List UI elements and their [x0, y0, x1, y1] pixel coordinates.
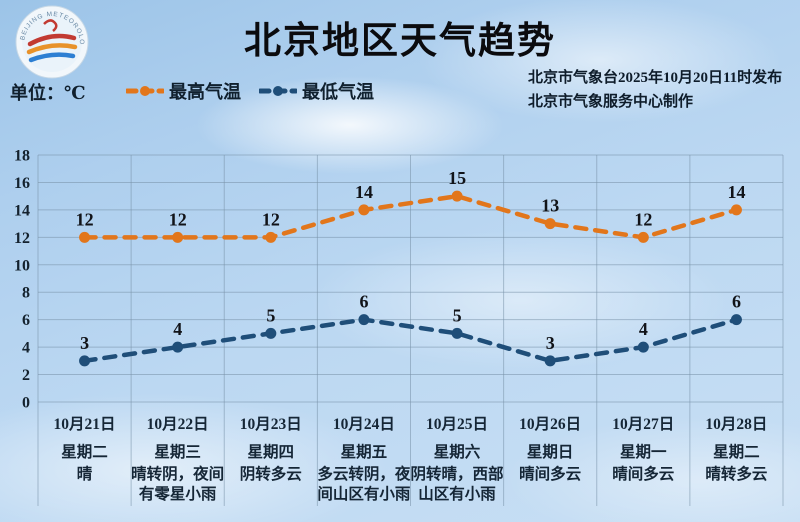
y-axis-tick-label: 18: [14, 148, 30, 165]
x-axis-date-label: 10月24日: [333, 415, 395, 433]
high-temp-value-label: 12: [262, 209, 280, 229]
x-axis-weather-label: 晴间多云: [612, 464, 674, 483]
high-temp-value-label: 14: [727, 182, 745, 202]
x-axis-date-label: 10月27日: [612, 415, 674, 433]
x-axis-weather-label: 间山区有小雨: [317, 484, 410, 503]
x-axis-weather-label: 阴转晴，西部: [411, 464, 505, 483]
high-temp-point: [358, 204, 370, 216]
logo-orange-stripe-icon: [26, 43, 78, 55]
low-temp-point: [637, 341, 649, 353]
legend-label-low-temp: 最低气温: [302, 82, 374, 102]
high-temp-value-label: 12: [76, 209, 94, 229]
high-temp-point: [637, 231, 649, 243]
logo-blue-stripe-icon: [28, 52, 76, 63]
publish-time-line: 北京市气象台2025年10月20日11时发布: [528, 70, 783, 86]
high-temp-point: [172, 231, 184, 243]
low-temp-point: [544, 355, 556, 367]
legend-item-high-temp: 最高气温: [126, 78, 241, 104]
logo-red-stripe-icon: [27, 33, 77, 47]
y-axis-tick-label: 10: [14, 257, 30, 274]
low-temp-value-label: 6: [359, 292, 368, 312]
x-axis-weather-label: 晴转多云: [705, 464, 767, 483]
chart-legend: 最高气温 最低气温: [126, 78, 374, 104]
y-axis-tick-label: 2: [22, 367, 30, 384]
x-axis-weekday-label: 星期日: [527, 442, 574, 461]
x-axis-weather-label: 山区有小雨: [418, 484, 496, 503]
publisher-info: 北京市气象台2025年10月20日11时发布 北京市气象服务中心制作: [528, 66, 782, 114]
x-axis-weekday-label: 星期一: [620, 442, 667, 461]
y-axis-tick-label: 0: [22, 395, 30, 412]
low-temp-value-label: 4: [173, 319, 182, 339]
low-temp-line-icon: [259, 86, 297, 96]
high-temp-point: [730, 204, 742, 216]
x-axis-weather-label: 晴间多云: [519, 464, 581, 483]
x-axis-weather-label: 多云转阴，夜: [317, 464, 411, 483]
y-axis-tick-label: 6: [22, 312, 30, 329]
legend-label-high-temp: 最高气温: [169, 82, 241, 102]
low-temp-point: [730, 314, 742, 326]
producer-line: 北京市气象服务中心制作: [528, 94, 694, 110]
low-temp-point: [358, 314, 370, 326]
x-axis-weekday-label: 星期五: [341, 442, 388, 461]
x-axis-weekday-label: 星期四: [248, 442, 295, 461]
x-axis-weekday-label: 星期六: [434, 442, 481, 461]
low-temp-value-label: 5: [266, 305, 275, 325]
y-axis-tick-label: 4: [22, 340, 30, 357]
x-axis-date-label: 10月25日: [426, 415, 488, 433]
x-axis-date-label: 10月22日: [147, 415, 209, 433]
x-axis-date-label: 10月28日: [705, 415, 767, 433]
y-axis-tick-label: 8: [22, 285, 30, 302]
x-axis-weekday-label: 星期二: [61, 442, 108, 461]
unit-label: 单位：℃: [10, 83, 86, 103]
x-axis-date-label: 10月21日: [54, 415, 116, 433]
high-temp-value-label: 15: [448, 168, 466, 188]
low-temp-value-label: 4: [639, 319, 648, 339]
low-temp-point: [451, 327, 463, 339]
beijing-meteorological-service-logo: BEIJING METEOROLOGICAL SERVICE: [14, 4, 89, 79]
high-temp-value-label: 12: [634, 209, 652, 229]
high-temp-line-icon: [126, 86, 164, 96]
low-temp-point: [79, 355, 91, 367]
high-temp-point: [79, 231, 91, 243]
x-axis-weather-label: 晴: [77, 465, 93, 483]
x-axis-weather-label: 晴转阴，夜间: [131, 464, 224, 483]
legend-item-low-temp: 最低气温: [259, 78, 374, 104]
low-temp-value-label: 3: [80, 333, 89, 353]
high-temp-value-label: 13: [541, 196, 559, 216]
high-temp-point: [544, 218, 556, 230]
y-axis-tick-label: 16: [14, 175, 30, 192]
low-temp-value-label: 6: [732, 292, 741, 312]
x-axis-date-label: 10月23日: [240, 415, 302, 433]
x-axis-weekday-label: 星期三: [154, 442, 201, 461]
x-axis-weather-label: 有零星小雨: [139, 484, 217, 503]
high-temp-value-label: 14: [355, 182, 373, 202]
low-temp-line: [82, 317, 739, 364]
x-axis-weather-label: 阴转多云: [240, 464, 302, 483]
low-temp-value-label: 5: [453, 305, 462, 325]
high-temp-line: [82, 193, 739, 240]
high-temp-point: [265, 231, 277, 243]
x-axis-date-label: 10月26日: [519, 415, 581, 433]
low-temp-value-label: 3: [546, 333, 555, 353]
low-temp-point: [172, 341, 184, 353]
low-temp-point: [265, 327, 277, 339]
x-axis-weekday-label: 星期二: [713, 442, 760, 461]
y-axis-tick-label: 12: [14, 230, 30, 247]
logo-swirl-icon: [43, 19, 58, 32]
y-axis-tick-label: 14: [14, 202, 30, 219]
high-temp-value-label: 12: [169, 209, 187, 229]
page-title: 北京地区天气趋势: [244, 21, 556, 62]
high-temp-point: [451, 190, 463, 202]
